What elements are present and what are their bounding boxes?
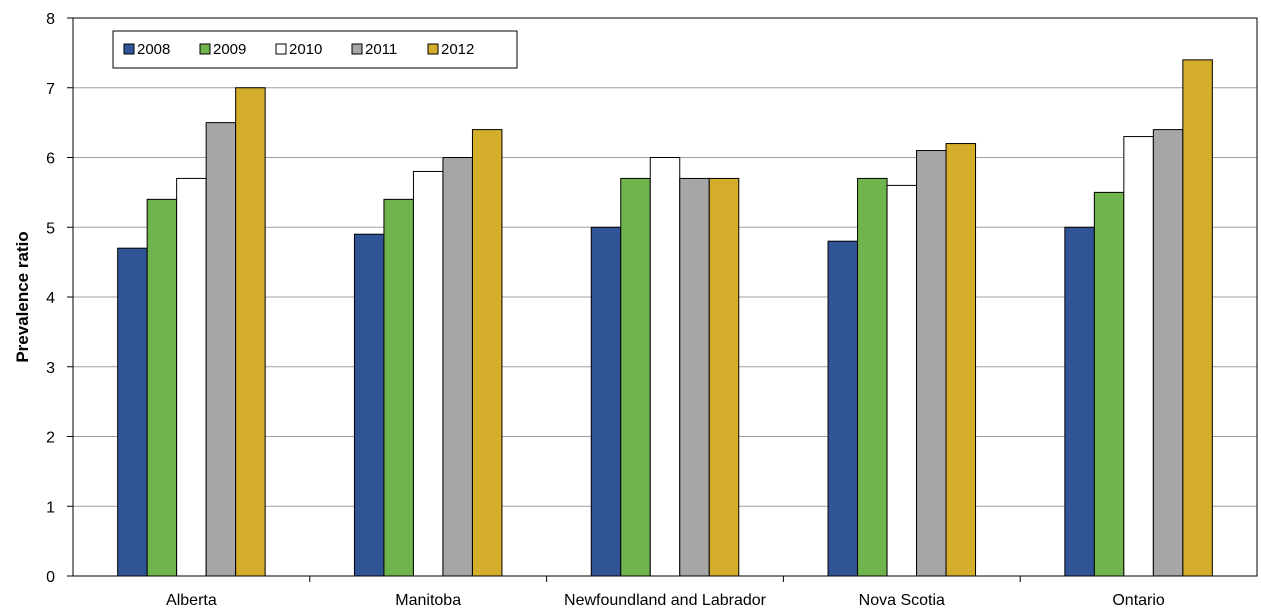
y-tick-label: 7	[46, 81, 55, 98]
y-tick-label: 4	[46, 290, 55, 307]
legend-label-2010: 2010	[289, 41, 322, 58]
bar-2010-alberta	[176, 177, 207, 577]
bar-2012-newfoundland-and-labrador	[708, 177, 740, 577]
bar-2009-ontario	[1093, 191, 1125, 577]
bar-2008-nova-scotia	[827, 240, 859, 577]
legend-swatch-2009	[199, 43, 211, 55]
legend-label-2009: 2009	[213, 41, 246, 58]
bar-2011-manitoba	[442, 157, 473, 577]
x-category-label: Alberta	[166, 592, 217, 609]
x-category-label: Ontario	[1112, 592, 1165, 609]
y-tick-label: 1	[46, 499, 55, 516]
axes: 0 1 2 3 4 5 6 7 8 Alberta Manitoba Newfoundland and…	[46, 11, 1258, 609]
y-axis-label: Prevalence ratio	[13, 231, 32, 362]
legend-swatch-2011	[351, 43, 363, 55]
bar-2010-nova-scotia	[886, 184, 918, 577]
x-category-label: Manitoba	[395, 592, 461, 609]
bar-2012-manitoba	[471, 129, 503, 577]
y-tick-label: 8	[46, 11, 55, 28]
bar-2009-manitoba	[383, 198, 414, 577]
bar-2010-ontario	[1123, 136, 1154, 577]
legend-label-2011: 2011	[365, 41, 397, 58]
bar-2008-ontario	[1064, 226, 1095, 577]
bars	[117, 59, 1213, 577]
legend-label-2008: 2008	[137, 41, 170, 58]
y-tick-label: 5	[46, 220, 55, 237]
bar-2009-alberta	[146, 198, 178, 577]
legend-swatch-2010	[275, 43, 287, 55]
bar-2011-nova-scotia	[916, 150, 947, 577]
x-category-label: Nova Scotia	[859, 592, 945, 609]
bar-2009-newfoundland-and-labrador	[620, 177, 651, 577]
bar-2008-alberta	[117, 247, 148, 577]
legend: 2008 2009 2010 2011 2012	[112, 30, 518, 69]
bar-2011-alberta	[205, 122, 237, 577]
legend-box	[112, 30, 518, 69]
legend-swatch-2012	[427, 43, 439, 55]
y-tick-label: 6	[46, 151, 55, 168]
legend-label-2012: 2012	[441, 41, 474, 58]
y-tick-label: 3	[46, 360, 55, 377]
bar-2011-ontario	[1152, 129, 1184, 577]
bar-2008-manitoba	[353, 233, 385, 577]
bar-2008-newfoundland-and-labrador	[590, 226, 622, 577]
bar-2012-ontario	[1182, 59, 1213, 577]
y-tick-label: 0	[46, 569, 55, 586]
bar-2011-newfoundland-and-labrador	[679, 177, 710, 577]
bar-2012-alberta	[235, 87, 266, 577]
bar-2009-nova-scotia	[857, 177, 888, 577]
y-tick-label: 2	[46, 430, 55, 447]
x-category-label: Newfoundland and Labrador	[564, 592, 767, 609]
bar-2010-newfoundland-and-labrador	[649, 157, 681, 577]
bar-2012-nova-scotia	[945, 143, 977, 577]
bar-2010-manitoba	[412, 170, 444, 577]
legend-swatch-2008	[123, 43, 135, 55]
